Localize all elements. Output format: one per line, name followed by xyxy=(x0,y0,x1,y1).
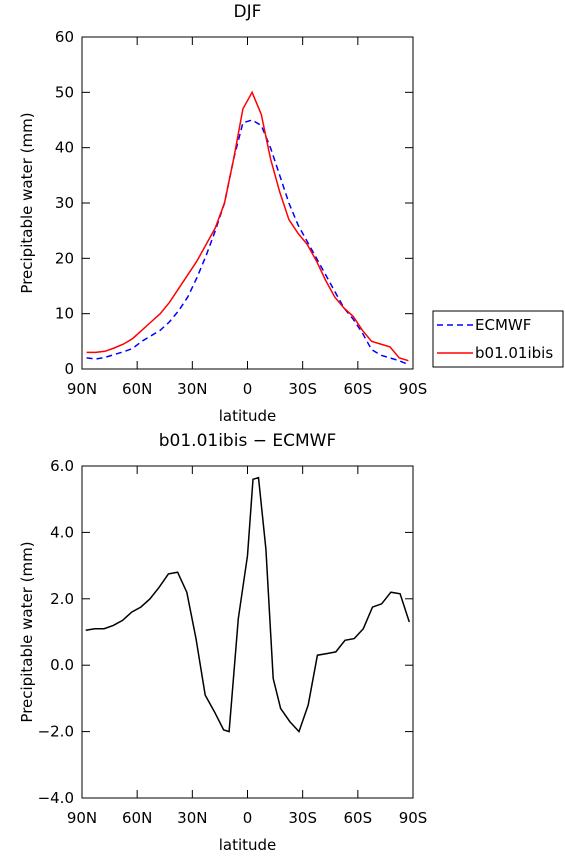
legend-box xyxy=(432,310,564,368)
y-tick-label: 6.0 xyxy=(50,457,74,475)
y-tick-label: 40 xyxy=(55,139,74,157)
chart-title: DJF xyxy=(234,2,262,22)
x-tick-label: 90S xyxy=(399,380,428,398)
data-line xyxy=(86,119,409,366)
y-tick-label: −2.0 xyxy=(38,723,74,741)
x-tick-label: 60N xyxy=(122,380,152,398)
y-tick-label: 10 xyxy=(55,305,74,323)
y-tick-label: −4.0 xyxy=(38,789,74,807)
x-axis-label: latitude xyxy=(219,836,277,852)
x-tick-label: 90N xyxy=(67,809,97,827)
data-line xyxy=(86,90,409,362)
x-tick-label: 60S xyxy=(344,809,373,827)
y-axis-label: Precipitable water (mm) xyxy=(18,112,36,293)
y-tick-label: 50 xyxy=(55,83,74,101)
y-tick-label: 0 xyxy=(64,360,74,378)
chart-title: b01.01ibis − ECMWF xyxy=(159,431,336,451)
data-line xyxy=(85,476,411,734)
y-tick-label: 2.0 xyxy=(50,590,74,608)
x-axis-label: latitude xyxy=(219,407,277,425)
y-tick-label: 0.0 xyxy=(50,656,74,674)
plot-frame xyxy=(81,465,414,799)
x-tick-label: 60S xyxy=(344,380,373,398)
y-tick-label: 60 xyxy=(55,28,74,46)
legend-label: b01.01ibis xyxy=(475,344,553,362)
x-tick-label: 30N xyxy=(177,380,207,398)
y-axis-label: Precipitable water (mm) xyxy=(18,541,36,722)
x-tick-label: 30S xyxy=(288,380,317,398)
x-tick-label: 90S xyxy=(399,809,428,827)
x-tick-label: 60N xyxy=(122,809,152,827)
legend-label: ECMWF xyxy=(475,316,531,334)
x-tick-label: 0 xyxy=(243,380,253,398)
y-tick-label: 20 xyxy=(55,249,74,267)
y-tick-label: 30 xyxy=(55,194,74,212)
x-tick-label: 90N xyxy=(67,380,97,398)
y-tick-label: 4.0 xyxy=(50,523,74,541)
x-tick-label: 30S xyxy=(288,809,317,827)
x-tick-label: 0 xyxy=(243,809,253,827)
plot-frame xyxy=(81,36,414,370)
x-tick-label: 30N xyxy=(177,809,207,827)
